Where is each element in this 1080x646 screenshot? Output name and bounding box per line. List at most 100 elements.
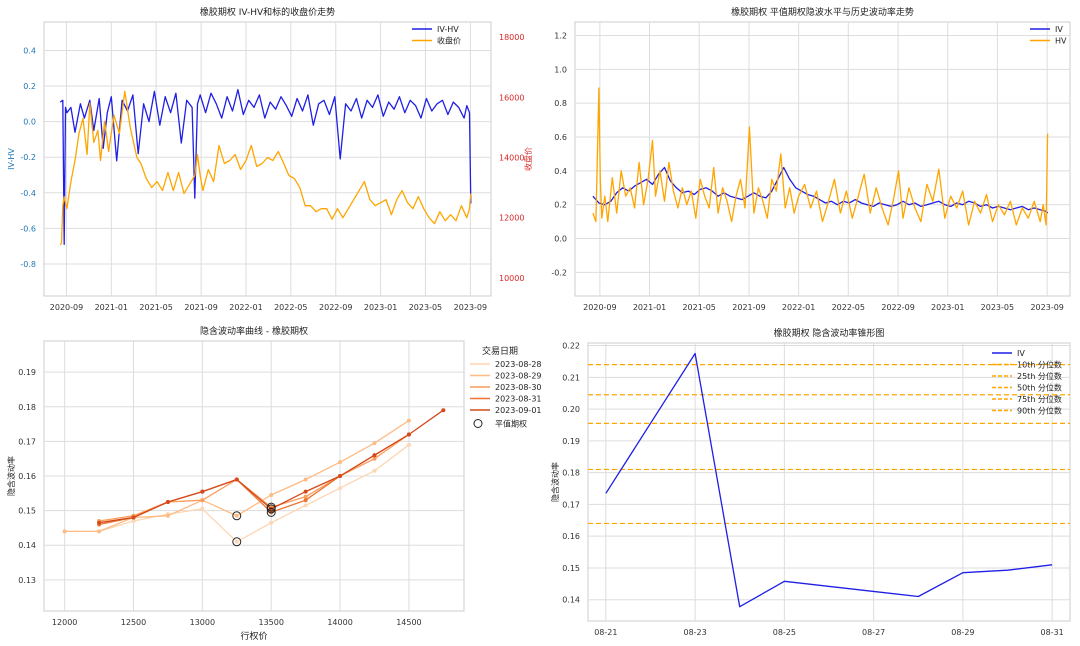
panel2-plot-frame	[574, 21, 1071, 297]
panel2-group: 1.2 1.0 0.8 0.6 0.4 0.2 0.0 -0.2 2020-09 2021-01 2…	[551, 6, 1071, 312]
panel2-xtick-label: 2023-05	[981, 303, 1014, 312]
panel1-legend-label: 收盘价	[437, 36, 461, 46]
panel4-legend-label: 90th 分位数	[1017, 406, 1062, 416]
panel1-xtick-label: 2021-05	[139, 303, 172, 312]
panel2-ytick-label: 1.0	[554, 65, 567, 74]
panel2-legend-label: IV	[1055, 25, 1063, 34]
panel3-series-point	[372, 441, 377, 446]
panel2-xtick-label: 2022-09	[881, 303, 914, 312]
panel1-group: 0.4 0.2 0.0 -0.2 -0.4 -0.6 -0.8 2020-09 2021-01 2…	[7, 6, 533, 312]
panel2-xtick-label: 2022-05	[832, 303, 865, 312]
panel3-series-point	[303, 477, 308, 482]
panel4-ytick-label: 0.14	[562, 596, 580, 605]
panel3-legend-label: 2023-08-28	[495, 360, 542, 369]
panel3-series-point	[269, 520, 274, 525]
panel3-ytick-label: 0.17	[18, 437, 36, 446]
panel3-xtick-label: 13000	[190, 618, 215, 627]
panel2-legend: IV HV	[1030, 25, 1067, 46]
panel4-series-line-0	[605, 352, 1053, 608]
panel4-xtick-label: 08-25	[773, 628, 796, 637]
panel3-legend-title: 交易日期	[482, 345, 518, 357]
panel3-series-point	[441, 408, 446, 413]
panel3-series-point	[165, 499, 170, 504]
panel1-y2-axis-label: 收盘价	[523, 147, 533, 171]
panel3-series-point	[269, 493, 274, 498]
panel3-series-point	[303, 494, 308, 499]
panel1-ytick-label: 0.2	[23, 82, 36, 91]
panel3-ytick-label: 0.13	[18, 576, 36, 585]
panel3-legend-label: 2023-09-01	[495, 406, 542, 415]
panel3-series-point	[338, 460, 343, 465]
panel3-legend-atm-marker	[473, 419, 483, 428]
panel1-series-line-1	[59, 90, 472, 246]
panel1-xtick-label: 2022-05	[274, 303, 307, 312]
panel3-xtick-label: 14500	[396, 618, 421, 627]
panel3-series-point	[200, 489, 205, 494]
panel3-series-point	[62, 529, 67, 534]
panel2-xtick-label: 2023-01	[931, 303, 964, 312]
panel1-xtick-label: 2023-09	[454, 303, 487, 312]
panel1-y-axis-label: IV-HV	[7, 148, 16, 170]
panel1-y2tick-label: 10000	[499, 274, 524, 283]
panel1-legend: IV-HV 收盘价	[412, 25, 461, 46]
panel4-ytick-label: 0.18	[562, 469, 580, 478]
panel1-chart-title: 橡胶期权 IV-HV和标的收盘价走势	[200, 6, 335, 18]
panel2-ytick-label: -0.2	[551, 268, 567, 277]
panel4-y-axis-label: 隐含波动率	[550, 462, 560, 502]
panel3-series-point	[303, 489, 308, 494]
panel2-ytick-label: 0.4	[554, 167, 567, 176]
panel2-legend-label: HV	[1055, 37, 1067, 46]
panel3-ytick-label: 0.18	[18, 403, 36, 412]
panel4-xtick-label: 08-29	[951, 628, 974, 637]
panel1-ytick-label: -0.4	[20, 189, 36, 198]
panel3-atm-marker	[232, 511, 242, 521]
panel1-ytick-label: 0.0	[23, 118, 36, 127]
panel3-series-point	[131, 515, 136, 520]
panel3-atm-marker	[232, 537, 242, 547]
panel1-xtick-label: 2023-05	[409, 303, 442, 312]
panel1-legend-label: IV-HV	[437, 25, 459, 34]
panel3-xtick-label: 12000	[52, 618, 77, 627]
panel1-plot-frame	[43, 21, 492, 297]
panel3-series-point	[338, 474, 343, 478]
panel1-xtick-label: 2020-09	[50, 303, 83, 312]
panel1-xtick-label: 2021-09	[184, 303, 217, 312]
panel1-xtick-label: 2021-01	[95, 303, 128, 312]
panel2-ytick-label: 1.2	[554, 32, 567, 41]
panel2-ytick-label: 0.6	[554, 133, 567, 142]
panel3-series-point	[234, 513, 239, 518]
panel3-series-point	[303, 503, 308, 508]
panel1-y2tick-label: 12000	[499, 214, 524, 223]
panel3-series-point	[269, 506, 274, 511]
panel4-legend-label: 75th 分位数	[1017, 394, 1062, 404]
panel3-group: 0.13 0.14 0.15 0.16 0.17 0.18 0.19 12000 12500 13…	[6, 325, 542, 642]
panel3-xtick-label: 13500	[258, 618, 283, 627]
panel3-series-point	[165, 513, 170, 518]
panel1-series-line-0	[59, 88, 472, 246]
panel3-ytick-label: 0.16	[18, 472, 36, 481]
panel3-series-point	[303, 498, 308, 503]
panel3-legend-label: 2023-08-30	[495, 383, 542, 392]
panel3-legend-atm-label: 平值期权	[495, 419, 527, 429]
panel3-series-point	[234, 539, 239, 544]
panel4-xtick-label: 08-23	[683, 628, 706, 637]
panel2-ytick-label: 0.2	[554, 201, 567, 210]
panel1-ytick-label: 0.4	[23, 46, 36, 55]
panel2-xtick-label: 2023-09	[1030, 303, 1063, 312]
panel3-series-point	[200, 506, 205, 511]
panel1-xtick-label: 2023-01	[364, 303, 397, 312]
panel3-chart-title: 隐含波动率曲线 - 橡胶期权	[200, 325, 308, 337]
panel1-ytick-label: -0.8	[20, 260, 36, 269]
panel4-group: 0.14 0.15 0.16 0.17 0.18 0.19 0.20 0.21 0.22 08-2…	[550, 327, 1071, 637]
panel2-xtick-label: 2021-01	[633, 303, 666, 312]
panel2-chart-title: 橡胶期权 平值期权隐波水平与历史波动率走势	[731, 6, 914, 18]
panel4-xtick-label: 08-27	[862, 628, 885, 637]
panel3-legend-label: 2023-08-29	[495, 372, 542, 381]
panel2-ytick-label: 0.0	[554, 234, 567, 243]
panel2-ytick-label: 0.8	[554, 99, 567, 108]
panel4-ytick-label: 0.16	[562, 532, 580, 541]
panel4-ytick-label: 0.22	[562, 342, 580, 351]
panel3-series-point	[234, 477, 239, 482]
panel3-legend: 交易日期 2023-08-28 2023-08-29 2023-08-30 2023-0…	[470, 345, 542, 429]
